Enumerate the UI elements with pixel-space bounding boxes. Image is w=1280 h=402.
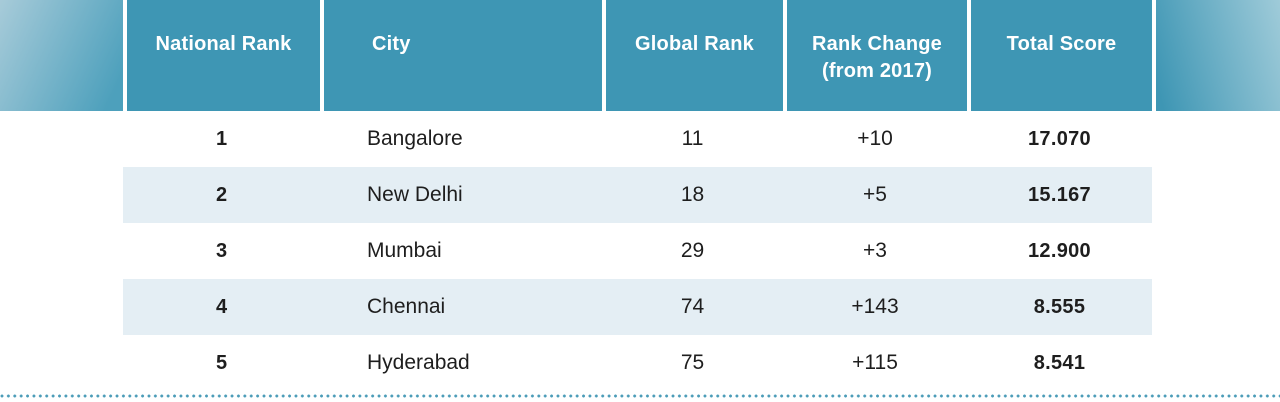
cell-city: Chennai [367, 295, 446, 318]
cell-global-rank: 29 [680, 239, 705, 262]
cell-city: Bangalore [367, 127, 463, 150]
table-header-row: National Rank City Global Rank Rank Chan… [0, 0, 1280, 111]
header-right-gutter [1152, 0, 1280, 111]
cell-global-rank: 11 [681, 127, 704, 150]
cell-national-rank: 2 [215, 183, 228, 206]
cell-national-rank: 3 [215, 239, 228, 262]
table-body: 1 Bangalore 11 +10 17.070 2 New Delhi 18… [123, 111, 1152, 391]
cell-national-rank: 5 [215, 351, 228, 374]
table-row: 1 Bangalore 11 +10 17.070 [123, 111, 1152, 167]
cell-rank-change: +143 [851, 295, 899, 318]
header-left-gutter [0, 0, 123, 111]
header-rank-change: Rank Change (from 2017) [783, 0, 967, 111]
table-row: 5 Hyderabad 75 +115 8.541 [123, 335, 1152, 391]
cell-global-rank: 74 [680, 295, 705, 318]
cell-city: Hyderabad [367, 351, 470, 374]
table-row: 3 Mumbai 29 +3 12.900 [123, 223, 1152, 279]
cell-rank-change: +10 [857, 127, 893, 150]
header-city: City [320, 0, 602, 111]
cell-national-rank: 4 [215, 295, 228, 318]
cell-rank-change: +3 [863, 239, 887, 262]
cell-global-rank: 18 [680, 183, 705, 206]
cell-rank-change: +115 [852, 351, 898, 374]
cell-city: Mumbai [367, 239, 442, 262]
header-total-score: Total Score [967, 0, 1152, 111]
table-row: 2 New Delhi 18 +5 15.167 [123, 167, 1152, 223]
cell-total-score: 8.555 [1033, 295, 1086, 318]
cell-total-score: 17.070 [1028, 127, 1091, 150]
dotted-divider [0, 394, 1280, 398]
table-row: 4 Chennai 74 +143 8.555 [123, 279, 1152, 335]
cell-total-score: 8.541 [1033, 351, 1086, 374]
cell-global-rank: 75 [680, 351, 705, 374]
cell-national-rank: 1 [215, 127, 228, 150]
header-national-rank: National Rank [123, 0, 320, 111]
cell-city: New Delhi [367, 183, 463, 206]
cell-rank-change: +5 [863, 183, 887, 206]
cell-total-score: 15.167 [1028, 183, 1091, 206]
header-global-rank: Global Rank [602, 0, 783, 111]
cell-total-score: 12.900 [1028, 239, 1091, 262]
